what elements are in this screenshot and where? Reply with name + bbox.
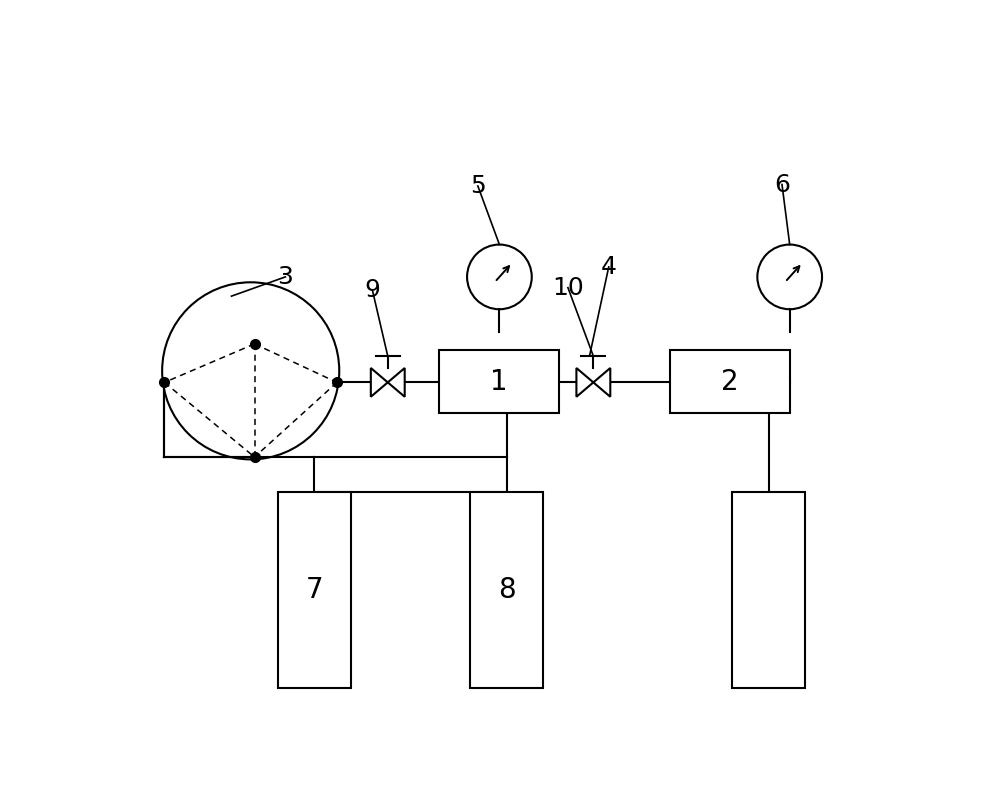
Bar <box>670 350 790 413</box>
Bar <box>470 492 543 688</box>
Bar <box>439 350 559 413</box>
Text: 6: 6 <box>774 172 790 197</box>
Circle shape <box>757 244 822 310</box>
Polygon shape <box>593 368 610 397</box>
Circle shape <box>467 244 532 310</box>
Bar <box>732 492 805 688</box>
Text: 3: 3 <box>277 265 293 289</box>
Text: 8: 8 <box>498 576 516 604</box>
Polygon shape <box>388 368 405 397</box>
Text: 4: 4 <box>601 255 617 279</box>
Polygon shape <box>576 368 593 397</box>
Text: 2: 2 <box>721 368 739 396</box>
Circle shape <box>162 282 339 459</box>
Text: 1: 1 <box>490 368 508 396</box>
Text: 5: 5 <box>470 174 486 198</box>
Text: 9: 9 <box>364 278 380 302</box>
Text: 10: 10 <box>552 276 584 300</box>
Text: 7: 7 <box>305 576 323 604</box>
Polygon shape <box>371 368 388 397</box>
Bar <box>278 492 351 688</box>
